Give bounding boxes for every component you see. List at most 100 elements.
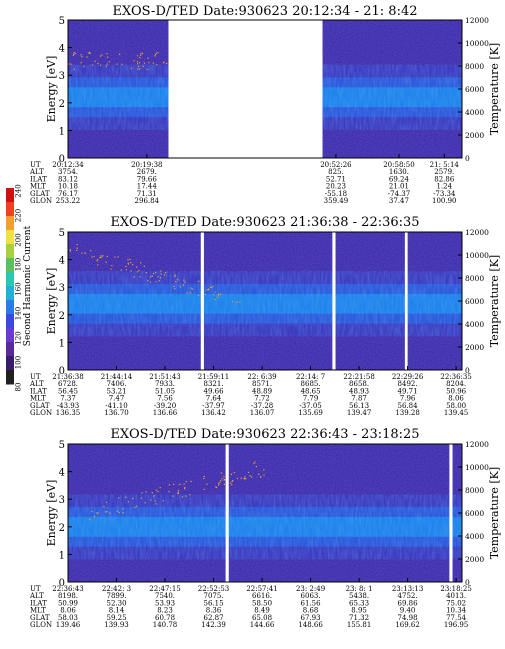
colorbar-swatch — [6, 342, 14, 357]
colorbar-swatch — [6, 286, 14, 301]
temperature-point — [80, 62, 82, 64]
temperature-point — [157, 276, 159, 278]
temperature-point — [231, 300, 233, 303]
orbit-value-ut: 22:42: 3 — [102, 585, 131, 593]
orbit-value-mlt: 8.49 — [254, 607, 270, 615]
colorbar-swatch — [6, 272, 14, 287]
orbit-value-ilat: 61.56 — [301, 599, 322, 607]
orbit-value-glon: 136.35 — [56, 409, 81, 417]
temperature-point — [122, 508, 124, 510]
orbit-value-glat: 65.08 — [252, 614, 272, 622]
y-tick-label: 4 — [59, 256, 65, 267]
temperature-point — [243, 478, 245, 480]
orbit-value-ilat: 52.30 — [106, 599, 126, 607]
data-gap — [200, 232, 204, 370]
orbit-value-ut: 22: 6:39 — [247, 373, 276, 381]
y2-tick-label: 4000 — [465, 108, 484, 117]
orbit-value-glat: 71.32 — [349, 614, 369, 622]
y2-tick-label: 10000 — [465, 251, 489, 260]
y-tick-label: 2 — [59, 99, 65, 110]
temperature-point — [254, 461, 256, 463]
orbit-value-glon: 296.84 — [135, 197, 160, 205]
temperature-point — [223, 483, 226, 485]
orbit-value-mlt: 7.37 — [60, 395, 76, 403]
temperature-point — [133, 276, 135, 278]
temperature-point — [111, 265, 113, 267]
temperature-point — [136, 55, 139, 57]
orbit-value-mlt: 8.36 — [206, 607, 222, 615]
orbit-value-mlt: 21.01 — [389, 183, 409, 191]
orbit-value-ilat: 58.50 — [252, 599, 272, 607]
orbit-value-glon: 139.93 — [104, 621, 129, 629]
temperature-point — [146, 68, 148, 71]
temperature-point — [177, 489, 180, 492]
orbit-value-ut: 23:13:13 — [392, 585, 423, 593]
orbit-value-ut: 23:18:25 — [440, 585, 471, 593]
y-tick-label: 1 — [59, 338, 65, 349]
temperature-point — [245, 478, 247, 480]
temperature-point — [89, 52, 91, 54]
y-tick-label: 5 — [59, 16, 65, 27]
temperature-point — [250, 476, 253, 478]
temperature-point — [143, 62, 146, 64]
orbit-value-ut: 20:52:26 — [320, 161, 352, 169]
temperature-point — [163, 61, 165, 63]
temperature-point — [136, 61, 139, 63]
orbit-value-alt: 2679. — [137, 168, 157, 176]
temperature-point — [208, 289, 210, 291]
orbit-value-ut: 22:36:35 — [440, 373, 471, 381]
temperature-point — [94, 515, 96, 518]
data-gap — [332, 232, 336, 370]
orbit-label-ut: UT — [30, 585, 41, 593]
orbit-value-ilat: 53.21 — [106, 387, 126, 395]
orbit-value-glon: 144.66 — [250, 621, 275, 629]
y2-tick-label: 4000 — [465, 320, 484, 329]
orbit-value-alt: 8321. — [204, 380, 224, 388]
orbit-value-mlt: 10.18 — [58, 183, 78, 191]
orbit-value-ut: 22:29:26 — [392, 373, 424, 381]
temperature-point — [217, 296, 219, 298]
temperature-point — [83, 65, 85, 68]
temperature-point — [210, 286, 212, 288]
orbit-value-glon: 359.49 — [324, 197, 349, 205]
orbit-value-alt: 825. — [328, 168, 344, 176]
orbit-value-glat: 67.93 — [301, 614, 321, 622]
temperature-point — [151, 492, 153, 494]
data-gap — [404, 232, 408, 370]
temperature-point — [173, 483, 175, 485]
y2-tick-label: 0 — [465, 154, 470, 163]
temperature-point — [148, 62, 150, 64]
orbit-value-alt: 8658. — [349, 380, 369, 388]
temperature-point — [97, 258, 99, 261]
temperature-point — [70, 63, 72, 65]
temperature-point — [101, 255, 104, 257]
orbit-value-ut: 22:52:53 — [198, 585, 229, 593]
temperature-point — [140, 262, 142, 264]
temperature-point — [212, 286, 214, 288]
orbit-value-mlt: 7.47 — [109, 395, 125, 403]
orbit-value-ilat: 48.65 — [301, 387, 321, 395]
orbit-label-mlt: MLT — [30, 183, 46, 191]
temperature-point — [91, 510, 93, 513]
y-tick-label: 2 — [59, 311, 65, 322]
colorbar-tick-label: 100 — [15, 356, 23, 369]
orbit-value-ilat: 56.15 — [204, 599, 224, 607]
temperature-point — [218, 482, 220, 485]
temperature-point — [88, 52, 90, 54]
colorbar-swatch — [6, 328, 14, 343]
y-axis-label: Energy [eV] — [45, 268, 58, 335]
y2-tick-label: 10000 — [465, 463, 489, 472]
panel-3: EXOS-D/TED Date:930623 22:36:43 - 23:18:… — [29, 427, 501, 629]
y-tick-label: 0 — [59, 366, 65, 377]
temperature-point — [133, 60, 135, 62]
temperature-point — [190, 292, 192, 294]
y2-tick-label: 2000 — [465, 343, 484, 352]
temperature-point — [76, 247, 78, 249]
temperature-point — [166, 62, 168, 65]
temperature-point — [110, 268, 112, 270]
y-tick-label: 0 — [59, 154, 65, 165]
orbit-value-glon: 100.90 — [432, 197, 457, 205]
temperature-point — [73, 68, 76, 70]
y-tick-label: 3 — [59, 283, 65, 294]
temperature-point — [177, 492, 179, 494]
